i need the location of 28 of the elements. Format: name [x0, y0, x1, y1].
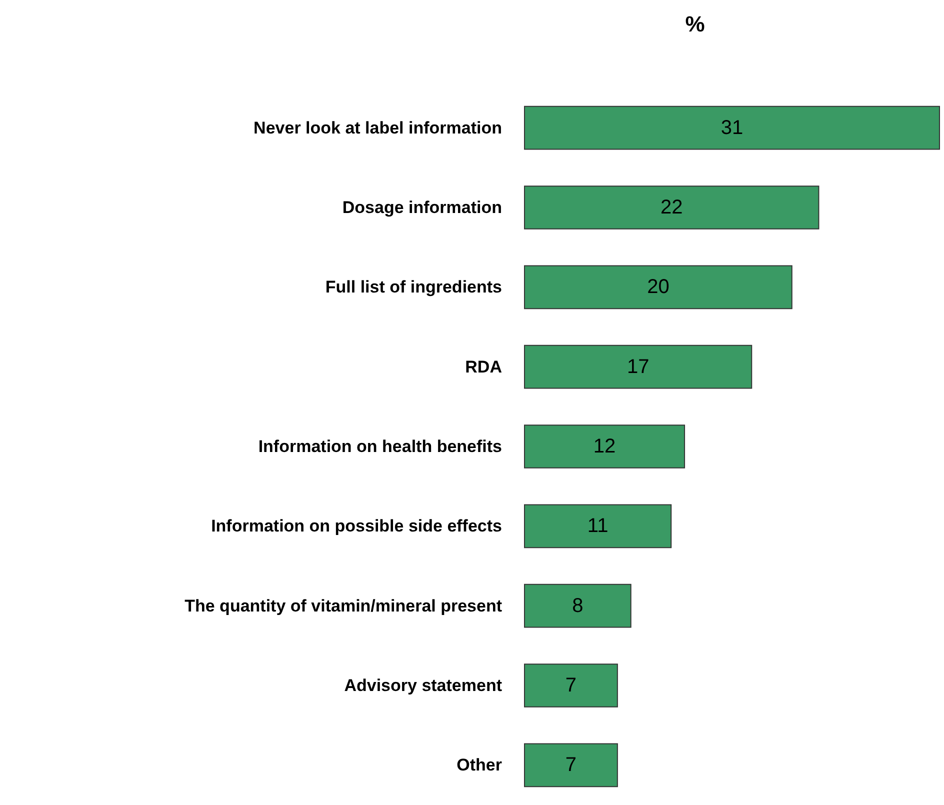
y-tick-label: Information on health benefits [258, 437, 502, 456]
y-tick-label: Information on possible side effects [211, 516, 502, 536]
data-label: 31 [720, 116, 744, 139]
y-tick-label: The quantity of vitamin/mineral present [184, 596, 502, 616]
bar [524, 664, 618, 708]
bar [524, 743, 618, 788]
y-tick-label: Advisory statement [344, 676, 502, 695]
y-tick-label: RDA [465, 357, 502, 376]
data-label: 7 [565, 754, 577, 776]
data-label: 11 [587, 515, 608, 538]
bar [524, 344, 752, 389]
bar [524, 584, 632, 628]
y-tick-label: Never look at label information [254, 118, 502, 138]
data-label: 17 [626, 356, 650, 378]
data-label: 12 [593, 436, 616, 458]
y-tick-label: Dosage information [342, 198, 502, 217]
chart-title: % [685, 12, 705, 36]
data-label: 22 [660, 196, 683, 218]
y-tick-label: Full list of ingredients [325, 278, 502, 297]
bar [524, 186, 820, 230]
data-label: 8 [572, 594, 584, 617]
bar [524, 424, 686, 468]
data-label: 20 [647, 276, 670, 298]
bar [524, 106, 940, 150]
bar [524, 504, 672, 548]
y-tick-label: Other [456, 756, 502, 775]
data-label: 7 [565, 674, 577, 696]
bar [524, 265, 792, 310]
